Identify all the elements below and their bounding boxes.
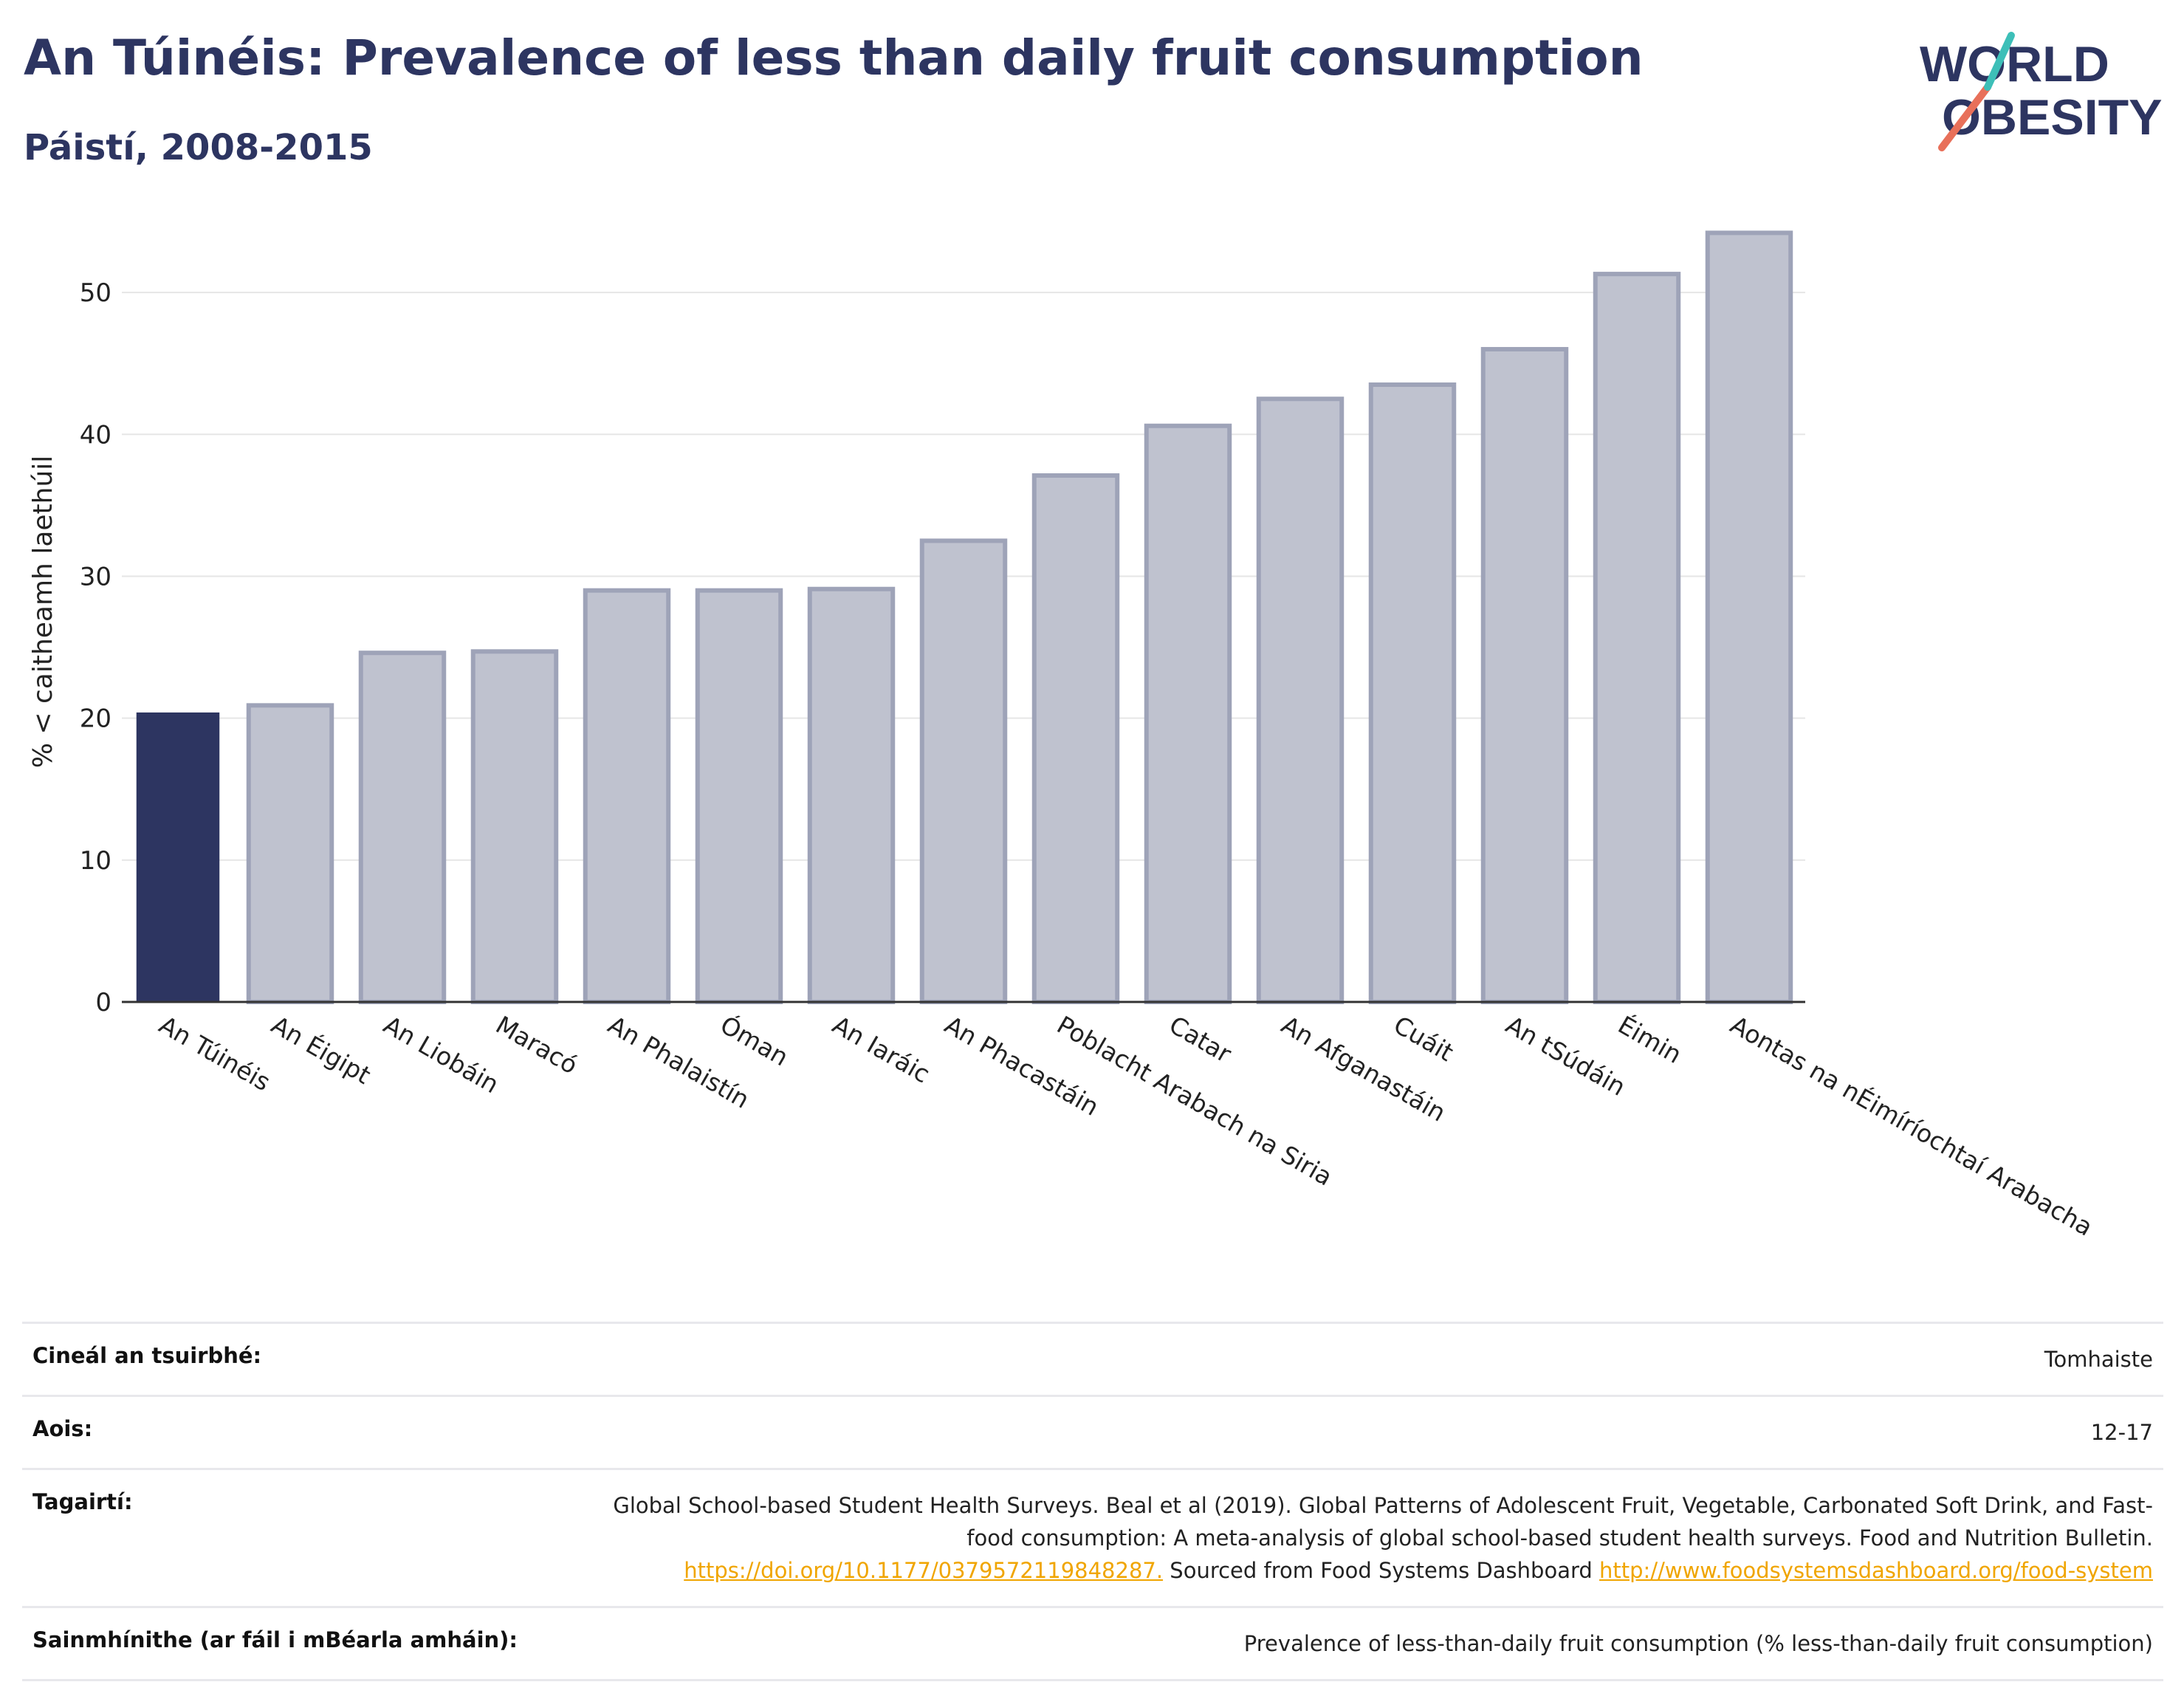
world-obesity-logo: WORLD OBESITY <box>1920 32 2163 151</box>
bar-15[interactable] <box>1705 230 1793 1005</box>
bars <box>136 230 1793 1005</box>
bar-14[interactable] <box>1593 272 1681 1004</box>
y-axis-label: % < caitheamh laethúil <box>28 456 58 769</box>
x-tick-label: An tSúdáin <box>1501 1010 1630 1102</box>
bar-8[interactable] <box>919 538 1008 1004</box>
meta-row-references: Tagairtí: Global School-based Student He… <box>22 1468 2163 1607</box>
logo-slash-teal <box>1984 32 2015 91</box>
chart-title: An Túinéis: Prevalence of less than dail… <box>24 30 1644 86</box>
bar-12[interactable] <box>1368 382 1457 1004</box>
meta-row-definitions: Sainmhínithe (ar fáil i mBéarla amháin):… <box>22 1606 2163 1681</box>
meta-value: Tomhaiste <box>560 1322 2163 1396</box>
bar-1[interactable] <box>136 712 220 1002</box>
metadata-table: Cineál an tsuirbhé: Tomhaiste Aois: 12-1… <box>22 1322 2163 1681</box>
y-tick-label: 50 <box>80 278 111 308</box>
x-tick-label: Maracó <box>491 1010 583 1079</box>
y-axis: 0 10 20 30 40 50 <box>80 278 111 1017</box>
bar-3[interactable] <box>358 650 447 1004</box>
x-tick-label: An Liobáin <box>379 1010 504 1099</box>
y-tick-label: 20 <box>80 704 111 734</box>
bar-6[interactable] <box>695 588 783 1004</box>
x-tick-label: Cuáit <box>1389 1010 1458 1067</box>
meta-key: Sainmhínithe (ar fáil i mBéarla amháin): <box>22 1606 560 1681</box>
reference-text: Global School-based Student Health Surve… <box>613 1493 2153 1551</box>
x-tick-label: Catar <box>1164 1010 1237 1068</box>
x-tick-label: Aontas na nÉimíríochtaí Arabacha <box>1725 1009 2098 1241</box>
y-tick-label: 0 <box>95 988 111 1017</box>
food-systems-link[interactable]: http://www.foodsystemsdashboard.org/food… <box>1599 1558 2153 1583</box>
doi-link[interactable]: https://doi.org/10.1177/0379572119848287… <box>684 1558 1164 1583</box>
x-tick-label: An Iaráic <box>828 1010 935 1088</box>
x-tick-label: An Túinéis <box>154 1010 275 1096</box>
reference-source-text: Sourced from Food Systems Dashboard <box>1170 1558 1593 1583</box>
meta-key: Cineál an tsuirbhé: <box>22 1322 560 1396</box>
meta-value: Prevalence of less-than-daily fruit cons… <box>560 1606 2163 1681</box>
meta-row-survey-type: Cineál an tsuirbhé: Tomhaiste <box>22 1322 2163 1396</box>
bar-9[interactable] <box>1031 473 1120 1004</box>
meta-key: Tagairtí: <box>22 1468 560 1607</box>
meta-key: Aois: <box>22 1395 560 1469</box>
logo-word-1: WORLD <box>1920 36 2109 92</box>
chart-subtitle: Páistí, 2008-2015 <box>24 127 373 168</box>
y-tick-label: 30 <box>80 562 111 591</box>
x-tick-label: Éimin <box>1613 1009 1687 1069</box>
x-tick-label: Óman <box>715 1009 794 1071</box>
meta-value: Global School-based Student Health Surve… <box>560 1468 2163 1607</box>
bar-7[interactable] <box>807 586 896 1004</box>
bar-5[interactable] <box>583 588 671 1004</box>
bar-13[interactable] <box>1480 346 1569 1004</box>
meta-row-age: Aois: 12-17 <box>22 1395 2163 1469</box>
bar-4[interactable] <box>470 649 559 1004</box>
bar-2[interactable] <box>246 703 334 1005</box>
meta-value: 12-17 <box>560 1395 2163 1469</box>
bar-11[interactable] <box>1256 396 1345 1004</box>
logo-slash-red <box>1938 83 1991 151</box>
x-tick-label: An Éigipt <box>267 1009 376 1090</box>
y-tick-label: 40 <box>80 420 111 450</box>
bar-10[interactable] <box>1144 423 1232 1004</box>
y-tick-label: 10 <box>80 846 111 876</box>
